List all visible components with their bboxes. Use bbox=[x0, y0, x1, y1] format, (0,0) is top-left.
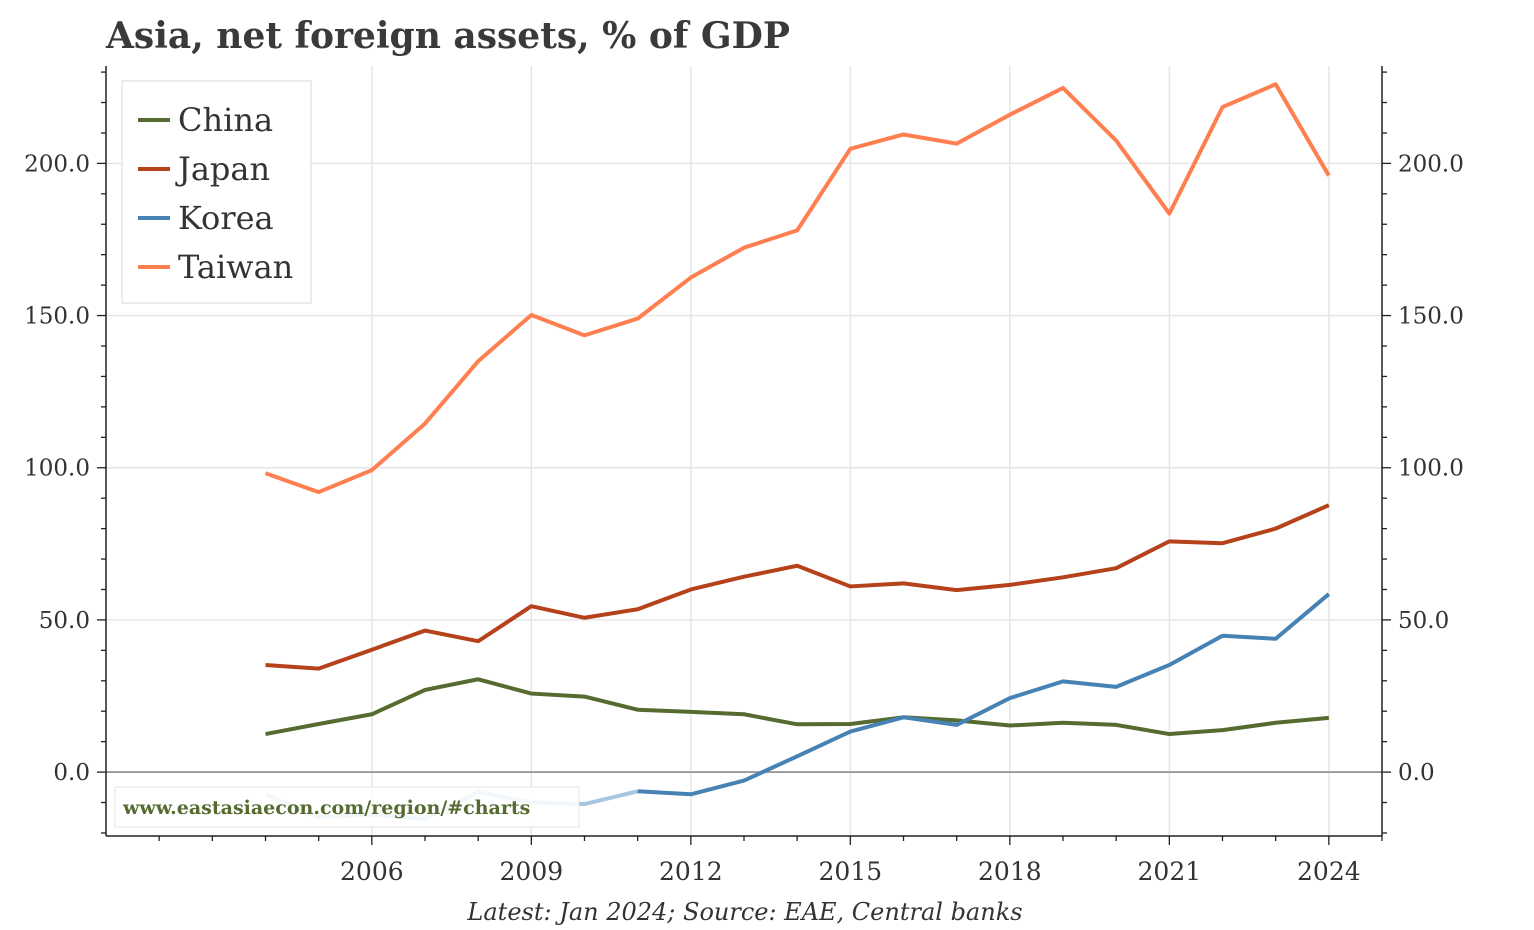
series-line-china bbox=[265, 677, 1330, 737]
legend: China Japan Korea Taiwan bbox=[121, 80, 312, 304]
x-tick-label: 2021 bbox=[1138, 857, 1202, 886]
y-tick-label-right: 200.0 bbox=[1398, 151, 1464, 177]
footer-source: Latest: Jan 2024; Source: EAE, Central b… bbox=[466, 898, 1022, 926]
x-tick-label: 2024 bbox=[1297, 857, 1361, 886]
axes: 0.0 0.0 50.0 50.0 100.0 100.0 150.0 150.0 200.0 2… bbox=[24, 66, 1464, 886]
x-tick-label: 2012 bbox=[659, 857, 723, 886]
y-tick-label-right: 0.0 bbox=[1398, 760, 1435, 786]
y-tick-label-right: 150.0 bbox=[1398, 304, 1464, 330]
y-tick-label-left: 50.0 bbox=[39, 608, 90, 634]
series-line-korea bbox=[637, 592, 1331, 797]
legend-label-korea: Korea bbox=[178, 199, 274, 237]
y-tick-label-left: 200.0 bbox=[24, 151, 90, 177]
y-tick-label-left: 0.0 bbox=[53, 760, 90, 786]
legend-label-china: China bbox=[178, 101, 273, 139]
watermark-box bbox=[114, 786, 580, 828]
chart-title: Asia, net foreign assets, % of GDP bbox=[105, 15, 790, 57]
x-tick-label: 2006 bbox=[340, 857, 404, 886]
legend-label-japan: Japan bbox=[175, 150, 270, 188]
y-tick-label-right: 100.0 bbox=[1398, 456, 1464, 482]
x-tick-label: 2015 bbox=[819, 857, 883, 886]
series-line-japan bbox=[265, 503, 1330, 671]
x-tick-label: 2009 bbox=[500, 857, 564, 886]
y-tick-label-right: 50.0 bbox=[1398, 608, 1449, 634]
y-tick-label-left: 100.0 bbox=[24, 456, 90, 482]
y-tick-label-left: 150.0 bbox=[24, 304, 90, 330]
x-tick-label: 2018 bbox=[978, 857, 1042, 886]
grid-lines bbox=[106, 66, 1382, 836]
watermark: www.eastasiaecon.com/region/#charts bbox=[114, 786, 580, 828]
legend-label-taiwan: Taiwan bbox=[178, 248, 293, 286]
watermark-text: www.eastasiaecon.com/region/#charts bbox=[122, 797, 530, 819]
series-line-taiwan bbox=[264, 82, 1331, 495]
